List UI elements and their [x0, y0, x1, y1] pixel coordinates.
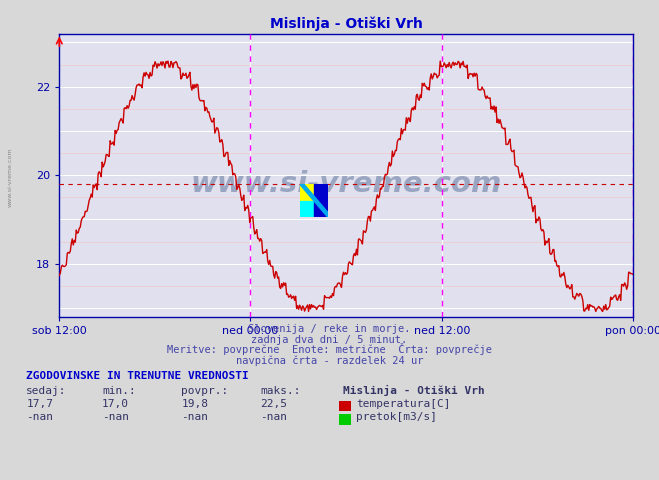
Title: Mislinja - Otiški Vrh: Mislinja - Otiški Vrh	[270, 16, 422, 31]
Text: Mislinja - Otiški Vrh: Mislinja - Otiški Vrh	[343, 384, 484, 396]
Text: 17,7: 17,7	[26, 399, 53, 409]
Text: navpična črta - razdelek 24 ur: navpična črta - razdelek 24 ur	[236, 355, 423, 366]
Text: zadnja dva dni / 5 minut.: zadnja dva dni / 5 minut.	[251, 335, 408, 345]
Text: min.:: min.:	[102, 385, 136, 396]
Text: -nan: -nan	[102, 412, 129, 422]
Text: Meritve: povprečne  Enote: metrične  Črta: povprečje: Meritve: povprečne Enote: metrične Črta:…	[167, 343, 492, 355]
Text: -nan: -nan	[260, 412, 287, 422]
Text: www.si-vreme.com: www.si-vreme.com	[190, 170, 501, 198]
Text: sedaj:: sedaj:	[26, 385, 67, 396]
Text: www.si-vreme.com: www.si-vreme.com	[8, 148, 13, 207]
Text: povpr.:: povpr.:	[181, 385, 229, 396]
Text: -nan: -nan	[181, 412, 208, 422]
Bar	[314, 184, 328, 217]
Text: maks.:: maks.:	[260, 385, 301, 396]
Polygon shape	[300, 184, 328, 217]
Text: 22,5: 22,5	[260, 399, 287, 409]
Bar	[300, 184, 314, 201]
Text: 19,8: 19,8	[181, 399, 208, 409]
Text: pretok[m3/s]: pretok[m3/s]	[356, 412, 437, 422]
Bar	[300, 201, 314, 217]
Text: temperatura[C]: temperatura[C]	[356, 399, 450, 409]
Text: ZGODOVINSKE IN TRENUTNE VREDNOSTI: ZGODOVINSKE IN TRENUTNE VREDNOSTI	[26, 371, 249, 381]
Text: Slovenija / reke in morje.: Slovenija / reke in morje.	[248, 324, 411, 334]
Text: 17,0: 17,0	[102, 399, 129, 409]
Text: -nan: -nan	[26, 412, 53, 422]
